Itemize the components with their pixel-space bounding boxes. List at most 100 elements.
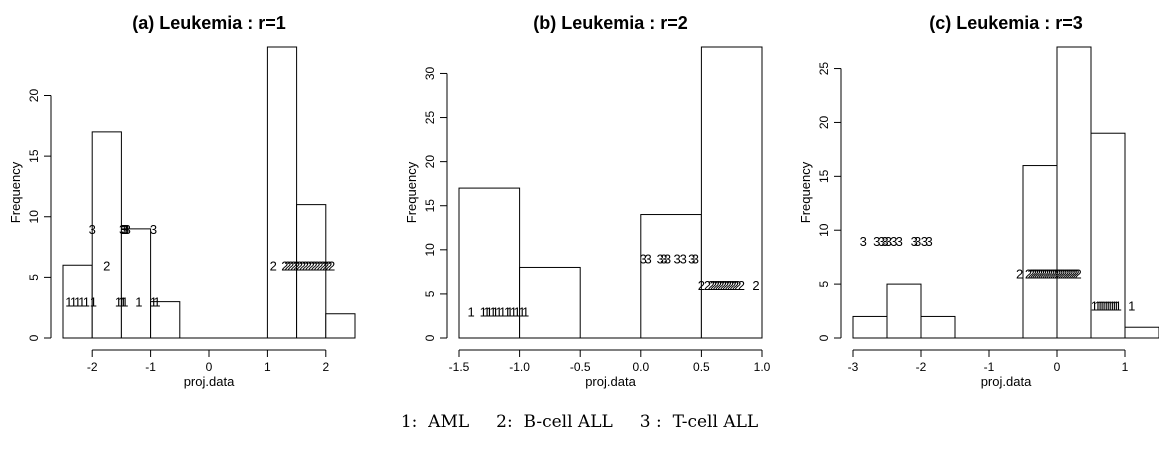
y-axis: 0 5 10 15 20 Frequency [8,89,52,341]
y-tick-label: 15 [423,199,437,213]
class-label-point: 2 [732,278,739,293]
class-label-point: 2 [1036,266,1043,281]
class-label-point: 2 [302,258,309,273]
x-tick-label: -2 [87,360,98,374]
class-label-point: 1 [1115,299,1122,314]
class-label-point: 2 [1072,266,1079,281]
class-label-point: 1 [70,295,77,310]
class-label-point: 3 [860,234,867,249]
class-label-point: 1 [1106,299,1113,314]
class-label-point: 1 [118,295,125,310]
class-label-point: 2 [1046,266,1053,281]
x-axis-label: proj.data [585,374,636,389]
class-label-point: 2 [270,258,277,273]
x-axis: -2 -1 0 1 2 proj.data [87,349,329,389]
class-label-point: 1 [486,305,493,320]
x-tick-label: 1 [1122,360,1129,374]
y-tick-label: 25 [423,111,437,125]
class-label-point: 3 [878,234,885,249]
class-label-point: 3 [124,222,131,237]
histogram-bar [1022,165,1058,339]
class-label-point: 3 [873,234,880,249]
class-label-point: 2 [720,278,727,293]
y-tick-label: 5 [27,274,41,281]
class-label-point: 2 [1025,266,1032,281]
class-label-point: 3 [640,252,647,267]
histogram-bar [852,315,888,339]
histogram-bar [91,131,122,339]
class-label-point: 3 [881,234,888,249]
class-label-point: 1 [78,295,85,310]
class-label-point: 3 [688,252,695,267]
class-label-point: 1 [65,295,72,310]
class-label-point: 3 [674,252,681,267]
histogram-bar [1056,46,1092,339]
class-label-point: 3 [890,234,897,249]
class-label-point: 3 [692,252,699,267]
class-label-point: 1 [1100,299,1107,314]
class-label-point: 1 [499,305,506,320]
class-label-point: 2 [328,258,335,273]
class-label-point: 1 [506,305,513,320]
class-label-point: 2 [729,278,736,293]
class-label-point: 2 [1044,266,1051,281]
class-label-point: 1 [1104,299,1111,314]
class-label-point: 1 [483,305,490,320]
class-label-point: 1 [518,305,525,320]
y-tick-label: 15 [817,169,831,183]
class-label-point: 1 [74,295,81,310]
class-legend-caption: 1: AML 2: B-cell ALL 3 : T-cell ALL [400,412,759,432]
y-tick-label: 5 [817,280,831,287]
class-label-point: 3 [914,234,921,249]
class-label-point: 3 [644,252,651,267]
class-label-point: 2 [704,278,711,293]
class-label-point: 2 [313,258,320,273]
class-label-point: 3 [911,234,918,249]
x-tick-label: 1 [264,360,271,374]
y-tick-label: 20 [817,115,831,129]
class-label-point: 1 [120,295,127,310]
x-axis: -1.5 -1.0 -0.5 0.0 0.5 1.0 proj.data [449,349,771,389]
x-tick-label: -1 [145,360,156,374]
class-label-point: 3 [921,234,928,249]
class-label-point: 2 [1074,266,1081,281]
class-label-point: 2 [722,278,729,293]
histogram-bar [325,313,356,339]
class-label-point: 2 [316,258,323,273]
y-tick-label: 5 [423,290,437,297]
class-label-point: 3 [885,234,892,249]
x-tick-label: 0 [206,360,213,374]
class-label-point: 2 [710,278,717,293]
class-label-point: 1 [1096,299,1103,314]
class-label-point: 1 [150,295,157,310]
histogram-bar [886,283,922,339]
histogram-bar [120,228,152,339]
class-label-point: 2 [305,258,312,273]
x-axis: -3 -2 -1 0 1 proj.data [848,349,1129,389]
y-axis-label: Frequency [8,161,23,223]
x-tick-label: -1 [984,360,995,374]
y-tick-label: 15 [27,149,41,163]
histogram-bar [62,264,93,339]
class-label-point: 2 [308,258,315,273]
class-label-point: 1 [504,305,511,320]
class-label-point: 1 [1102,299,1109,314]
class-label-point: 1 [1108,299,1115,314]
class-label-point: 2 [724,278,731,293]
class-label-point: 2 [325,258,332,273]
class-label-point: 2 [1034,266,1041,281]
y-axis: 0 5 10 15 20 25 Frequency [798,62,842,341]
y-axis-label: Frequency [404,161,419,223]
class-label-point: 2 [1056,266,1063,281]
class-label-point: 2 [1048,266,1055,281]
class-label-point: 2 [1042,266,1049,281]
class-label-point: 1 [522,305,529,320]
class-label-point: 3 [122,222,129,237]
class-label-point: 2 [734,278,741,293]
class-label-point: 2 [284,258,291,273]
class-label-point: 2 [1054,266,1061,281]
class-label-point: 2 [287,258,294,273]
x-tick-label: 0.0 [632,360,649,374]
